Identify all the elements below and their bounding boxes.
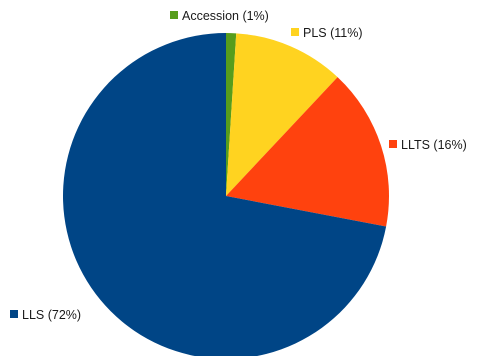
pie-slice-lls <box>63 33 387 356</box>
legend-swatch-llts <box>389 140 397 148</box>
pie-slice-pls <box>226 33 338 196</box>
legend-swatch-accession <box>170 11 178 19</box>
legend-label-lls: LLS (72%) <box>10 308 81 322</box>
pie-slice-llts <box>226 77 389 227</box>
legend-swatch-pls <box>291 28 299 36</box>
slice-label-lls: LLS (72%) <box>22 308 81 322</box>
slice-label-llts: LLTS (16%) <box>401 138 467 152</box>
legend-label-accession: Accession (1%) <box>170 9 269 23</box>
slice-label-accession: Accession (1%) <box>182 9 269 23</box>
legend-label-pls: PLS (11%) <box>291 26 363 40</box>
legend-swatch-lls <box>10 310 18 318</box>
legend-label-llts: LLTS (16%) <box>389 138 467 152</box>
slice-label-pls: PLS (11%) <box>303 26 363 40</box>
pie-slice-accession <box>226 33 237 196</box>
